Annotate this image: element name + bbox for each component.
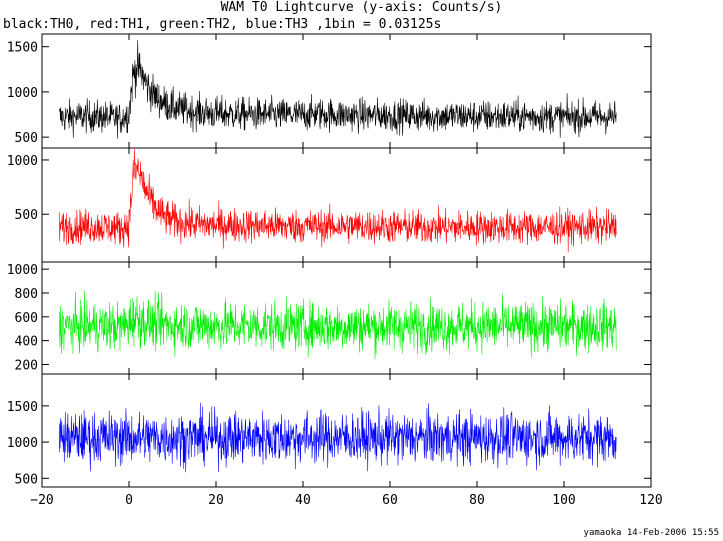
y-tick-label-th2: 800 — [15, 287, 38, 302]
x-tick-label: 40 — [295, 493, 311, 508]
y-tick-label-th2: 1000 — [7, 263, 38, 278]
y-tick-label-th2: 200 — [15, 358, 38, 373]
panel-frame-th0 — [41, 33, 652, 149]
x-tick-label: 20 — [208, 493, 224, 508]
series-line-th3 — [59, 402, 617, 473]
y-tick-label-th0: 500 — [15, 131, 38, 146]
chart-subtitle: black:TH0, red:TH1, green:TH2, blue:TH3 … — [3, 17, 442, 32]
y-tick-label-th0: 1000 — [7, 86, 38, 101]
x-tick-label: 60 — [382, 493, 398, 508]
y-tick-label-th1: 1000 — [7, 154, 38, 169]
x-tick-label: 80 — [469, 493, 485, 508]
y-tick-label-th0: 1500 — [7, 41, 38, 56]
chart-title: WAM T0 Lightcurve (y-axis: Counts/s) — [220, 0, 503, 15]
series-line-th1 — [59, 148, 617, 253]
y-tick-label-th3: 1000 — [7, 436, 38, 451]
footer-credit: yamaoka 14-Feb-2006 15:55 — [583, 528, 719, 538]
y-tick-label-th3: 500 — [15, 472, 38, 487]
y-tick-label-th1: 500 — [15, 208, 38, 223]
x-tick-label: 0 — [125, 493, 133, 508]
x-tick-label: 120 — [639, 493, 662, 508]
y-tick-label-th3: 1500 — [7, 400, 38, 415]
y-tick-label-th2: 600 — [15, 311, 38, 326]
x-tick-label: 100 — [552, 493, 575, 508]
y-tick-label-th2: 400 — [15, 335, 38, 350]
series-line-th0 — [59, 40, 617, 139]
series-line-th2 — [59, 290, 617, 360]
x-tick-label: −20 — [30, 493, 53, 508]
panel-frame-th3 — [41, 373, 652, 488]
